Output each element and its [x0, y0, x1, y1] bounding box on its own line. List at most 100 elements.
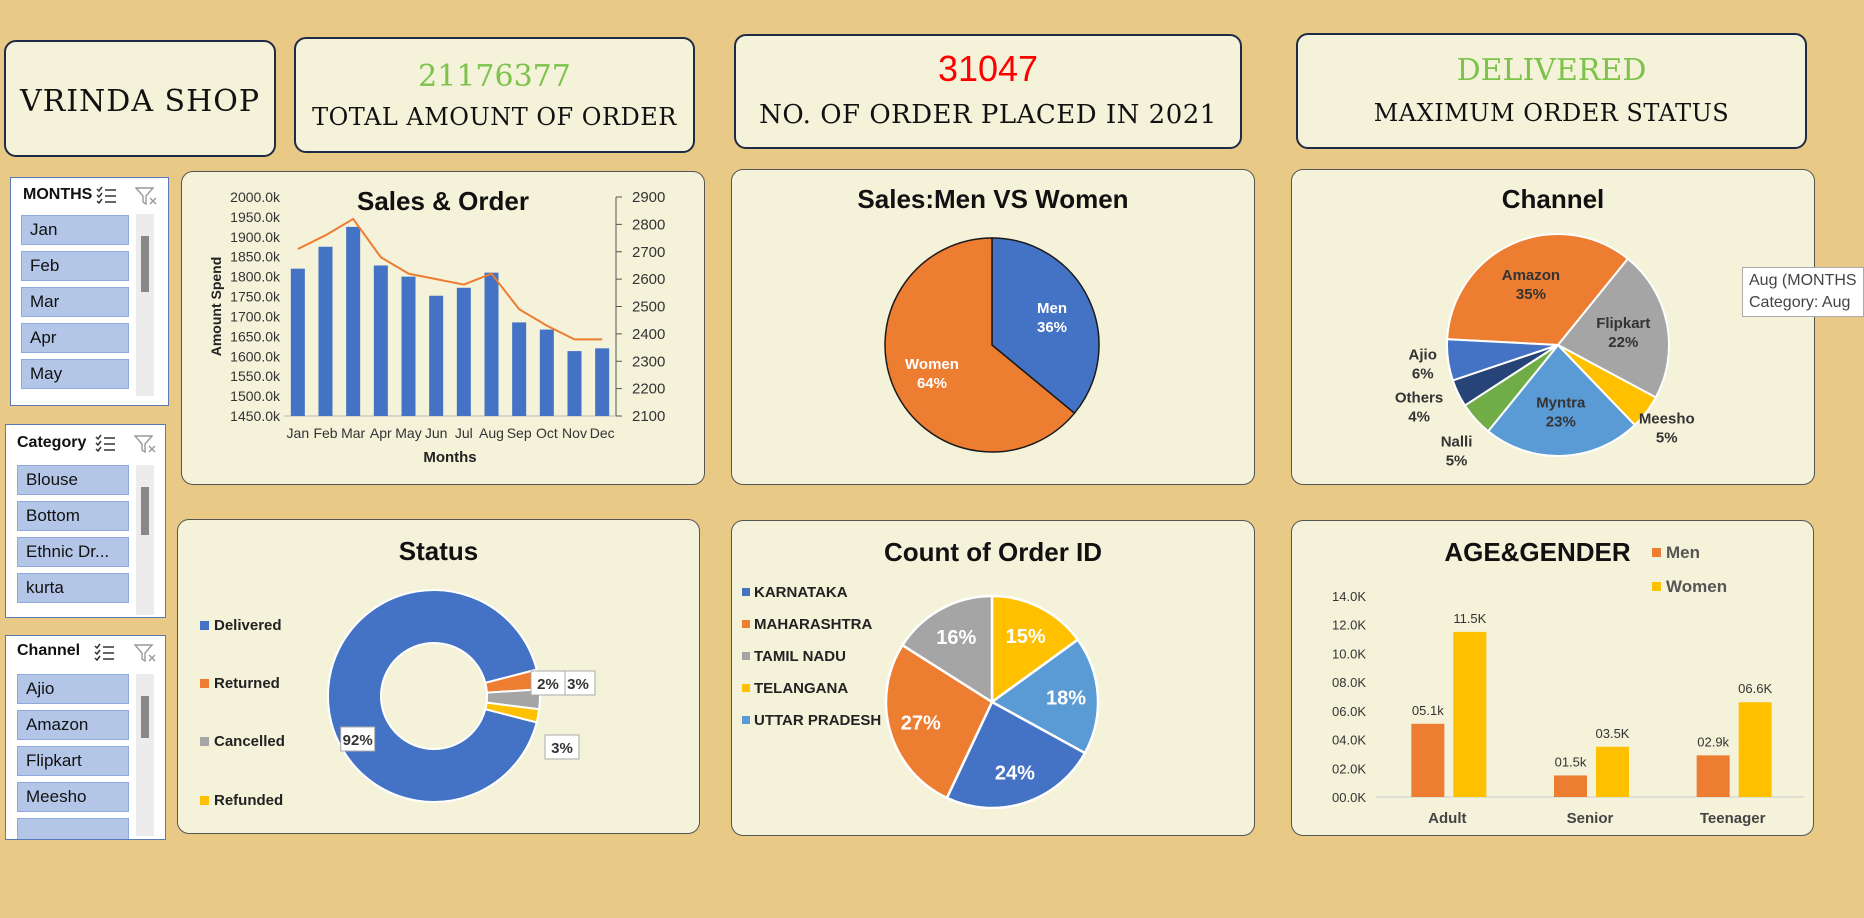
slicer-item-feb[interactable]: Feb [21, 251, 129, 281]
category-slicer-title: Category [17, 434, 87, 451]
y-tick-label: 1750.0k [230, 289, 281, 305]
y-tick-label: 1550.0k [230, 368, 281, 384]
pie-slice [484, 701, 541, 724]
slicer-item-blouse[interactable]: Blouse [17, 465, 129, 495]
x-tick-label: Jun [425, 425, 448, 441]
age-gender-panel[interactable]: AGE&GENDER 14.0K 12.0K 10.0K 08.0K 06.0K 04.0… [1291, 520, 1814, 836]
status-panel[interactable]: Status Delivered Returned Cancelled Refunde… [177, 519, 700, 834]
slice-label: Nalli [1441, 433, 1473, 450]
legend-label: Refunded [214, 792, 283, 809]
y-tick-label: 1500.0k [230, 388, 281, 404]
y2-tick-label: 2400 [632, 326, 665, 343]
slicer-item-apr[interactable]: Apr [21, 323, 129, 353]
clear-filter-icon[interactable] [134, 434, 156, 454]
clear-filter-icon[interactable] [135, 186, 157, 206]
slice-label: Meesho [1639, 411, 1695, 428]
legend-label: Cancelled [214, 733, 285, 750]
total-amount-value: 21176377 [418, 59, 571, 94]
slice-percent: 4% [1408, 408, 1430, 425]
data-label-box [544, 734, 580, 760]
clear-filter-icon[interactable] [134, 643, 156, 663]
months-slicer-title: MONTHS [23, 186, 93, 203]
bar [567, 351, 582, 416]
multi-select-icon[interactable] [94, 434, 116, 452]
channel-panel[interactable]: Channel Amazon 35% Flipkart 22% Meesho 5% Mynt… [1291, 169, 1815, 485]
pie-slice [990, 594, 1080, 705]
slice-percent: 6% [1412, 366, 1434, 383]
x-tick-label: Dec [590, 425, 615, 441]
multi-select-icon[interactable] [95, 186, 117, 204]
category-slicer-scrollbar[interactable] [136, 465, 154, 615]
slicer-item-mar[interactable]: Mar [21, 287, 129, 317]
tooltip-line-2: Category: Aug [1749, 294, 1851, 311]
pie-slice [900, 594, 994, 705]
scroll-thumb[interactable] [141, 696, 149, 738]
pie-slice [989, 637, 1100, 755]
data-label: 05.1k [1412, 703, 1444, 718]
category-slicer[interactable]: Category Blouse Bottom Ethnic Dr... kurt… [5, 424, 166, 618]
slice-percent: 35% [1516, 286, 1546, 303]
total-amount-card: 21176377 TOTAL AMOUNT OF ORDER [294, 37, 695, 153]
y2-tick-label: 2800 [632, 216, 665, 233]
slicer-item-ethnic-dress[interactable]: Ethnic Dr... [17, 537, 129, 567]
slice-percent: 22% [1608, 334, 1638, 351]
channel-slicer-scrollbar[interactable] [136, 674, 154, 836]
states-panel[interactable]: Count of Order ID 15% 18% 24% 27% 16% KARNATA… [731, 520, 1255, 836]
data-label-box [530, 670, 566, 696]
slicer-item-may[interactable]: May [21, 359, 129, 389]
slicer-item-jan[interactable]: Jan [21, 215, 129, 245]
y-tick-label: 1450.0k [230, 408, 281, 424]
data-label: 06.6K [1738, 681, 1772, 696]
legend-label: TAMIL NADU [754, 648, 846, 665]
bar [456, 287, 471, 416]
legend-swatch [742, 652, 750, 660]
slicer-item-amazon[interactable]: Amazon [17, 710, 129, 740]
slicer-item-ajio[interactable]: Ajio [17, 674, 129, 704]
states-title: Count of Order ID [883, 537, 1103, 567]
legend-swatch [200, 737, 209, 746]
bar-women [1738, 702, 1772, 797]
order-count-label: NO. OF ORDER PLACED IN 2021 [759, 100, 1217, 130]
slice-percent: 16% [936, 627, 976, 649]
y-tick-label: 08.0K [1332, 675, 1366, 690]
legend-label: Returned [214, 675, 280, 692]
y-axis-title: Amount Spend [208, 257, 224, 357]
pie-slice [1556, 257, 1670, 399]
x-tick-label: May [395, 425, 421, 441]
y-tick-label: 04.0K [1332, 733, 1366, 748]
y2-tick-label: 2700 [632, 244, 665, 261]
x-tick-label: Adult [1428, 810, 1466, 827]
legend-label: Women [1666, 577, 1727, 596]
x-axis-title: Months [423, 449, 476, 466]
months-slicer-scrollbar[interactable] [136, 214, 154, 396]
months-slicer[interactable]: MONTHS Jan Feb Mar Apr May [10, 177, 169, 406]
slicer-item-bottom[interactable]: Bottom [17, 501, 129, 531]
sales-order-panel[interactable]: Sales & Order 2000.0k 1950.0k 1900.0k 1850.… [181, 171, 705, 485]
slicer-item-kurta[interactable]: kurta [17, 573, 129, 603]
channel-slicer-title: Channel [17, 642, 81, 659]
order-count-value: 31047 [937, 48, 1039, 89]
slicer-item-meesho[interactable]: Meesho [17, 782, 129, 812]
legend-label: Men [1666, 543, 1700, 562]
multi-select-icon[interactable] [93, 643, 115, 661]
scroll-thumb[interactable] [141, 487, 149, 535]
channel-slicer[interactable]: Channel Ajio Amazon Flipkart Meesho [5, 635, 166, 840]
men-women-panel[interactable]: Sales:Men VS Women Men 36% Women 64% [731, 169, 1255, 485]
age-gender-chart: 14.0K 12.0K 10.0K 08.0K 06.0K 04.0K 02.0K 00.0K… [1332, 543, 1804, 827]
legend-swatch [1652, 548, 1661, 557]
bar-men [1411, 723, 1445, 797]
slicer-item-partial[interactable] [17, 818, 129, 839]
scroll-thumb[interactable] [141, 236, 149, 292]
y-tick-label: 2000.0k [230, 189, 281, 205]
slicer-item-flipkart[interactable]: Flipkart [17, 746, 129, 776]
slice-percent: 5% [1446, 452, 1468, 469]
legend-label: TELANGANA [754, 680, 848, 697]
y-tick-label: 1950.0k [230, 209, 281, 225]
slice-percent: 64% [917, 375, 947, 392]
y2-tick-label: 2500 [632, 299, 665, 316]
bar-women [1596, 746, 1629, 797]
y-tick-label: 06.0K [1332, 704, 1366, 719]
y-tick-label: 1600.0k [230, 348, 281, 364]
shop-title-card: VRINDA SHOP [4, 40, 276, 157]
bar [318, 246, 333, 416]
